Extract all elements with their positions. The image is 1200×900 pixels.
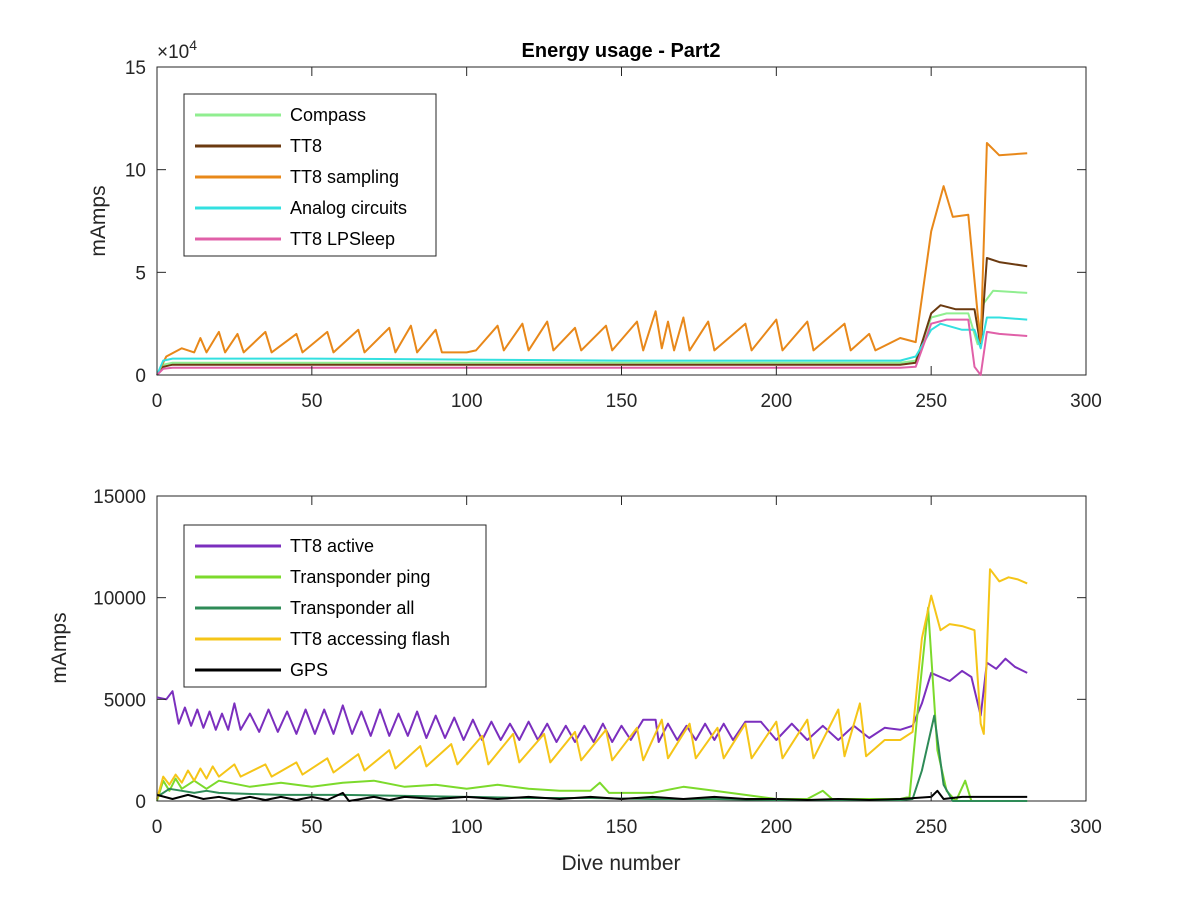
top-series-line-1 bbox=[156, 257, 1028, 376]
bottom-y-tick-label: 5000 bbox=[104, 690, 146, 711]
top-x-tick-label: 300 bbox=[1070, 391, 1102, 412]
bottom-x-tick-label: 150 bbox=[606, 817, 638, 838]
top-y-tick-label: 5 bbox=[135, 263, 146, 284]
bottom-x-axis-label: Dive number bbox=[561, 852, 680, 875]
bottom-y-tick-label: 0 bbox=[135, 792, 146, 813]
top-legend-label: Compass bbox=[290, 105, 366, 125]
top-ticks: 0 50 100 150 200 250 300 0 5 10 15 bbox=[125, 58, 1102, 412]
bottom-legend: TT8 active Transponder ping Transponder al… bbox=[183, 524, 487, 688]
bottom-legend-label: Transponder ping bbox=[290, 567, 430, 587]
top-legend-label: TT8 bbox=[290, 136, 322, 156]
top-x-tick-label: 250 bbox=[915, 391, 947, 412]
top-legend-label: Analog circuits bbox=[290, 198, 407, 218]
top-y-tick-label: 15 bbox=[125, 58, 146, 79]
bottom-series-line-1 bbox=[156, 606, 1028, 802]
bottom-x-tick-label: 300 bbox=[1070, 817, 1102, 838]
bottom-legend-label: GPS bbox=[290, 660, 328, 680]
top-y-tick-label: 0 bbox=[135, 366, 146, 387]
top-axes: Energy usage - Part2 0 50 100 150 200 250 3000… bbox=[87, 37, 1102, 412]
top-legend-box bbox=[183, 93, 437, 257]
bottom-y-tick-label: 15000 bbox=[93, 487, 146, 508]
top-legend: Compass TT8 TT8 sampling Analog circuits TT8… bbox=[183, 93, 437, 257]
top-y-axis-label: mAmps bbox=[87, 185, 110, 256]
top-legend-label: TT8 LPSleep bbox=[290, 229, 395, 249]
bottom-y-axis-label: mAmps bbox=[48, 612, 71, 683]
bottom-x-tick-label: 100 bbox=[451, 817, 483, 838]
top-series-line-3 bbox=[156, 316, 1028, 376]
bottom-series-line-4 bbox=[156, 789, 1028, 802]
top-y-exponent-times: ×10 bbox=[157, 42, 189, 63]
bottom-x-tick-label: 200 bbox=[760, 817, 792, 838]
top-y-exponent: ×104 bbox=[157, 37, 197, 63]
top-chart-title: Energy usage - Part2 bbox=[522, 40, 721, 62]
top-y-tick-label: 10 bbox=[125, 161, 146, 182]
bottom-legend-label: Transponder all bbox=[290, 598, 414, 618]
bottom-y-tick-label: 10000 bbox=[93, 589, 146, 610]
top-x-tick-label: 200 bbox=[760, 391, 792, 412]
bottom-series-line-3 bbox=[156, 568, 1028, 800]
bottom-legend-box bbox=[183, 524, 487, 688]
top-x-tick-label: 100 bbox=[451, 391, 483, 412]
top-series-line-4 bbox=[156, 318, 1028, 376]
bottom-ticks: 0 50 100 150 200 250 300 0 5000 10000 15000 bbox=[93, 487, 1102, 838]
bottom-legend-label: TT8 active bbox=[290, 536, 374, 556]
top-x-tick-label: 0 bbox=[152, 391, 163, 412]
top-legend-label: TT8 sampling bbox=[290, 167, 399, 187]
top-x-tick-label: 150 bbox=[606, 391, 638, 412]
bottom-legend-label: TT8 accessing flash bbox=[290, 629, 450, 649]
top-y-exponent-power: 4 bbox=[189, 37, 197, 53]
bottom-x-tick-label: 250 bbox=[915, 817, 947, 838]
bottom-x-tick-label: 0 bbox=[152, 817, 163, 838]
bottom-series-lines bbox=[156, 568, 1028, 802]
top-series-line-2 bbox=[156, 142, 1028, 376]
bottom-x-tick-label: 50 bbox=[301, 817, 322, 838]
top-x-tick-label: 50 bbox=[301, 391, 322, 412]
top-series-lines bbox=[156, 142, 1028, 376]
